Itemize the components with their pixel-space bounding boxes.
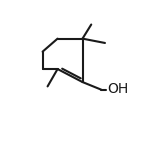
Text: OH: OH — [107, 82, 128, 96]
